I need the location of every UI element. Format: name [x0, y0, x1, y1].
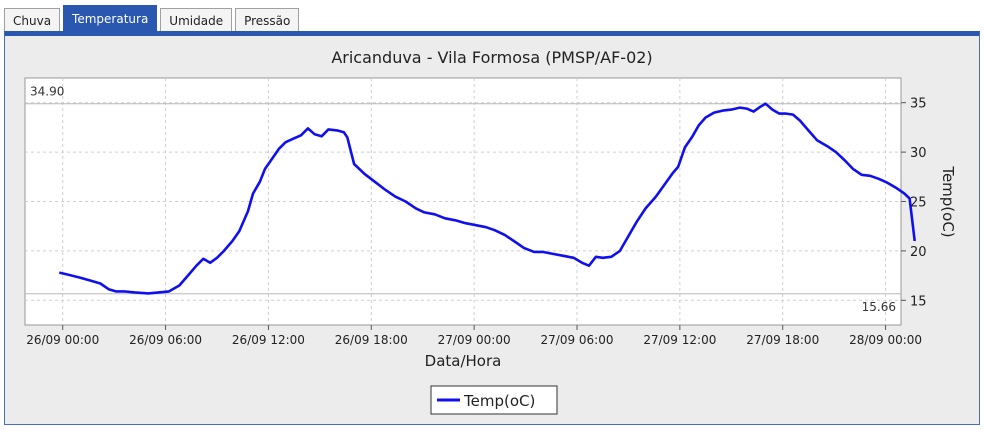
y-tick-label: 25	[910, 196, 927, 211]
y-tick-label: 20	[910, 245, 927, 260]
legend-label: Temp(oC)	[463, 392, 535, 410]
y-gridlines	[25, 102, 901, 301]
tab-chuva[interactable]: Chuva	[4, 8, 61, 32]
x-tick-label: 27/09 12:00	[643, 333, 716, 347]
x-tick-label: 27/09 06:00	[541, 333, 614, 347]
x-tick-label: 26/09 06:00	[129, 333, 202, 347]
x-tick-label: 27/09 00:00	[438, 333, 511, 347]
x-tick-label: 26/09 18:00	[335, 333, 408, 347]
legend: Temp(oC)	[430, 385, 558, 415]
tab-umidade[interactable]: Umidade	[160, 8, 233, 32]
x-tick-label: 26/09 00:00	[26, 333, 99, 347]
y-tick-label: 35	[910, 97, 927, 112]
y-axis-label: Temp(oC)	[939, 165, 957, 237]
y-tick-label: 15	[910, 294, 927, 309]
tab-bar: Chuva Temperatura Umidade Pressão	[4, 4, 302, 32]
x-tick-label: 26/09 12:00	[232, 333, 305, 347]
x-tick-label: 28/09 00:00	[849, 333, 922, 347]
y-tick-label: 30	[910, 146, 927, 161]
min-value-label: 15.66	[862, 300, 896, 314]
max-value-label: 34.90	[30, 85, 64, 99]
y-axis-ticks: 15 20 25 30 35	[901, 97, 927, 309]
tab-pressao[interactable]: Pressão	[235, 8, 300, 32]
x-gridlines	[62, 78, 887, 325]
chart-panel: Aricanduva - Vila Formosa (PMSP/AF-02) 3…	[4, 31, 980, 425]
x-axis-label: Data/Hora	[425, 352, 502, 370]
series-line-temp	[59, 102, 916, 295]
tab-temperatura[interactable]: Temperatura	[63, 5, 158, 32]
temperature-chart: Aricanduva - Vila Formosa (PMSP/AF-02) 3…	[24, 48, 957, 415]
x-tick-label: 27/09 18:00	[746, 333, 819, 347]
x-axis-ticks: 26/09 00:00 26/09 06:00 26/09 12:00 26/09 1…	[26, 325, 922, 347]
chart-title: Aricanduva - Vila Formosa (PMSP/AF-02)	[331, 48, 652, 67]
